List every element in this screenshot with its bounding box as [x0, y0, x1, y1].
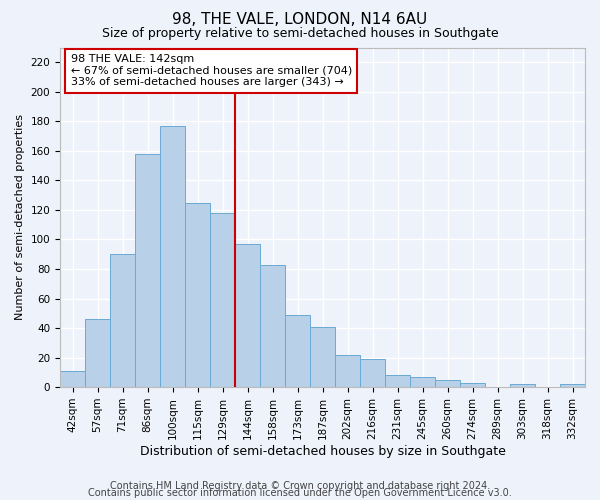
- Bar: [560, 384, 585, 387]
- Bar: [410, 377, 435, 387]
- Text: Size of property relative to semi-detached houses in Southgate: Size of property relative to semi-detach…: [101, 28, 499, 40]
- Bar: [210, 213, 235, 387]
- Bar: [310, 326, 335, 387]
- Y-axis label: Number of semi-detached properties: Number of semi-detached properties: [15, 114, 25, 320]
- Bar: [235, 244, 260, 387]
- Text: Contains HM Land Registry data © Crown copyright and database right 2024.: Contains HM Land Registry data © Crown c…: [110, 481, 490, 491]
- Bar: [185, 202, 210, 387]
- Bar: [335, 354, 360, 387]
- Bar: [160, 126, 185, 387]
- Bar: [385, 376, 410, 387]
- Text: 98, THE VALE, LONDON, N14 6AU: 98, THE VALE, LONDON, N14 6AU: [172, 12, 428, 28]
- Bar: [260, 264, 285, 387]
- Bar: [360, 359, 385, 387]
- Bar: [460, 382, 485, 387]
- Bar: [85, 319, 110, 387]
- Bar: [510, 384, 535, 387]
- Bar: [285, 314, 310, 387]
- Text: Contains public sector information licensed under the Open Government Licence v3: Contains public sector information licen…: [88, 488, 512, 498]
- Bar: [60, 371, 85, 387]
- Bar: [435, 380, 460, 387]
- Bar: [135, 154, 160, 387]
- Text: 98 THE VALE: 142sqm
← 67% of semi-detached houses are smaller (704)
33% of semi-: 98 THE VALE: 142sqm ← 67% of semi-detach…: [71, 54, 352, 88]
- Bar: [110, 254, 135, 387]
- X-axis label: Distribution of semi-detached houses by size in Southgate: Distribution of semi-detached houses by …: [140, 444, 505, 458]
